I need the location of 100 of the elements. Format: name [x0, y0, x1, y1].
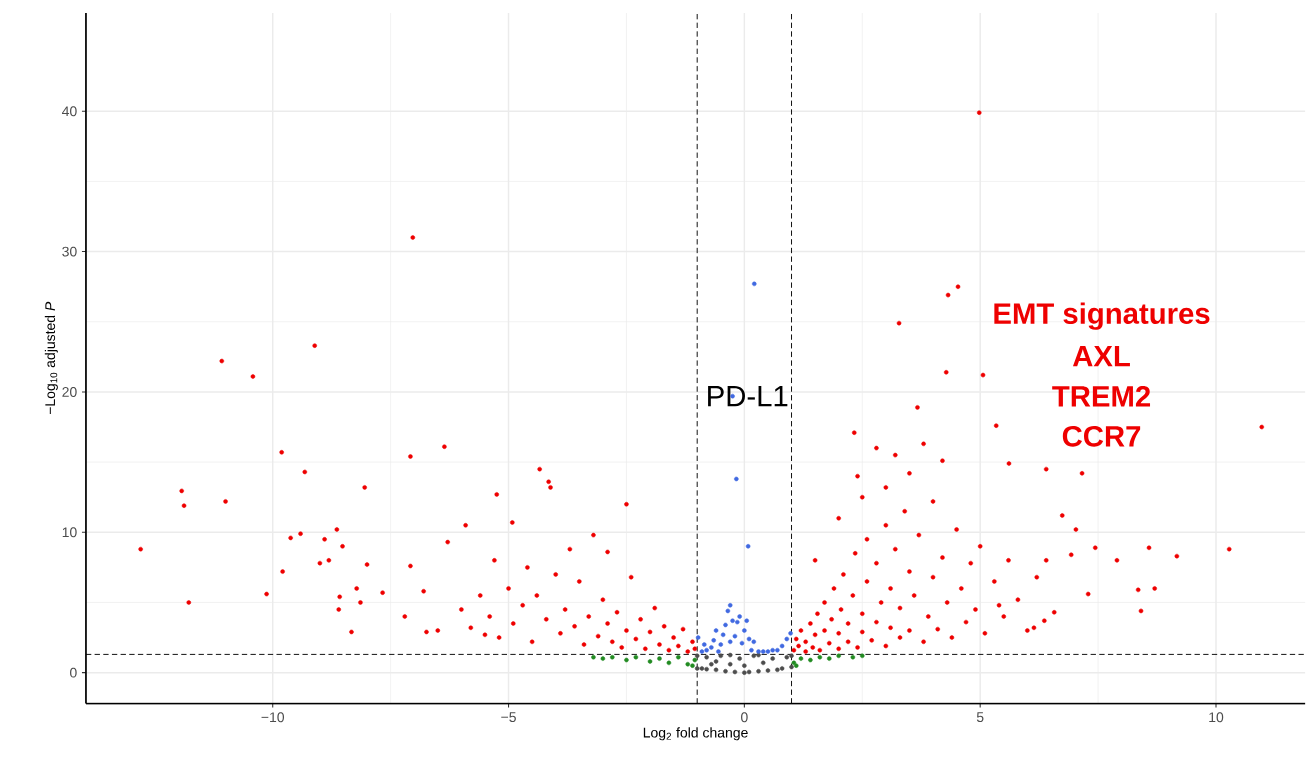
point [751, 653, 757, 658]
point [735, 619, 740, 625]
point [704, 654, 709, 660]
point [633, 654, 639, 660]
point [826, 656, 832, 661]
y-tick-label: 20 [62, 386, 77, 397]
point [746, 669, 752, 674]
point [745, 543, 751, 549]
point [732, 669, 738, 674]
point [760, 649, 766, 654]
point [742, 663, 747, 668]
point [720, 632, 726, 637]
x-tick-label: 0 [741, 712, 748, 722]
point [765, 649, 771, 654]
point [709, 644, 714, 650]
x-tick-label: 10 [1209, 712, 1224, 722]
point [817, 654, 823, 660]
point [727, 661, 733, 667]
point [760, 660, 766, 665]
point [775, 667, 780, 672]
point [704, 666, 709, 672]
point [685, 661, 691, 667]
point [742, 628, 747, 633]
point [657, 656, 662, 661]
point [718, 642, 724, 647]
point [676, 654, 681, 660]
point [850, 654, 856, 660]
point [647, 658, 653, 664]
point [798, 656, 804, 661]
point [709, 661, 714, 667]
point [716, 649, 721, 654]
point [694, 665, 700, 671]
point [756, 668, 761, 674]
point [702, 642, 707, 647]
point [699, 649, 705, 654]
point [737, 656, 742, 661]
point [756, 649, 761, 654]
y-tick-label: 40 [62, 106, 77, 116]
point [624, 657, 629, 663]
point [699, 665, 705, 671]
point [779, 643, 785, 649]
point [723, 668, 728, 674]
point [756, 652, 761, 658]
point [610, 654, 615, 660]
y-tick-label: 10 [62, 527, 77, 538]
point [793, 663, 799, 668]
point [730, 618, 735, 623]
point [784, 654, 790, 660]
point [692, 657, 698, 663]
point [752, 281, 757, 286]
point [732, 633, 738, 639]
point [600, 656, 606, 661]
point [784, 636, 790, 641]
point [713, 667, 719, 672]
annotation: PD-L1 [708, 385, 788, 406]
x-tick-label: 5 [976, 712, 984, 722]
point [744, 618, 749, 623]
point [734, 476, 739, 481]
point [737, 614, 742, 619]
point [751, 639, 757, 644]
point [711, 637, 716, 643]
point [694, 653, 700, 658]
point [713, 628, 719, 633]
point [746, 636, 752, 641]
y-tick-label: 0 [70, 667, 77, 678]
point [765, 668, 771, 673]
point [749, 647, 754, 653]
y-tick-label: 30 [62, 246, 77, 257]
y-axis-title: −Log$_{10}$ adjusted P [44, 301, 58, 414]
point [666, 660, 672, 665]
x-axis-title: Log$_{2}$ fold change [643, 727, 748, 741]
point [860, 653, 865, 658]
point [725, 608, 731, 613]
point [788, 630, 793, 636]
point [739, 640, 745, 646]
point [808, 657, 813, 663]
annotation: EMT signatures [994, 302, 1210, 330]
point [713, 658, 719, 664]
x-tick-label: −5 [501, 712, 516, 722]
point [836, 653, 841, 658]
annotation: TREM2 [1052, 385, 1151, 407]
point [789, 653, 794, 658]
point [591, 654, 596, 660]
point [723, 622, 728, 627]
point [718, 653, 724, 658]
point [695, 635, 701, 640]
point [779, 665, 785, 671]
point [727, 602, 733, 608]
point [789, 664, 794, 670]
x-tick-label: −10 [261, 712, 285, 722]
point [770, 656, 775, 661]
point [742, 670, 747, 675]
point [727, 652, 733, 658]
point [690, 663, 695, 668]
point [704, 647, 709, 653]
point [727, 639, 733, 644]
annotation: AXL [1072, 345, 1130, 367]
point [775, 647, 780, 653]
point [770, 647, 775, 653]
annotation: CCR7 [1062, 425, 1141, 447]
